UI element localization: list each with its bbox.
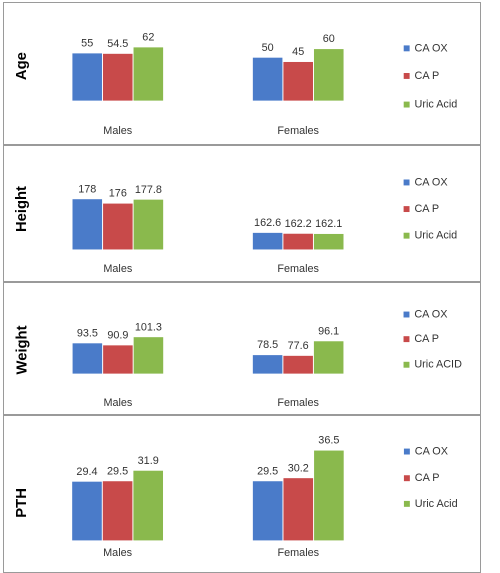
data-label-ca-ox-females: 29.5 <box>257 465 278 477</box>
data-label-uric-acid-males: 177.8 <box>135 184 162 196</box>
bar-uric-acid-males <box>133 337 164 374</box>
bar-ca-p-males <box>103 345 133 374</box>
legend-swatch-ca-ox <box>403 179 410 186</box>
data-label-ca-ox-males: 55 <box>81 37 93 49</box>
chart-svg: Age Males Females 55 50 54.5 45 62 60 CA OX CA P Ur… <box>14 31 458 137</box>
data-label-ca-p-females: 45 <box>292 46 304 58</box>
weight-chart-panel: Weight Males Females 93.5 78.5 90.9 77.6 101.3 9… <box>3 282 481 415</box>
chart-svg: Height Males Females 178 162.6 176 162.2 177.8 1… <box>14 176 457 275</box>
bar-ca-ox-males <box>72 53 102 101</box>
pth-y-label: PTH <box>14 488 30 518</box>
legend-swatch-ca-p <box>403 73 410 79</box>
bar-ca-ox-males <box>72 481 102 541</box>
legend-label-ca-ox: CA OX <box>415 42 448 54</box>
data-label-ca-p-males: 176 <box>109 188 127 200</box>
bar-ca-ox-females <box>252 481 283 541</box>
legend-swatch-ca-p <box>403 475 410 482</box>
data-label-ca-ox-females: 78.5 <box>257 339 278 351</box>
data-label-uric-acid-females: 96.1 <box>318 325 339 337</box>
category-label-males: Males <box>103 547 133 559</box>
data-label-ca-p-females: 30.2 <box>288 462 309 474</box>
legend-swatch-uric-acid <box>403 101 410 108</box>
bar-ca-ox-males <box>72 199 103 250</box>
bar-uric-acid-females <box>314 450 344 541</box>
legend-swatch-ca-ox <box>403 45 410 52</box>
legend-swatch-ca-p <box>403 206 410 213</box>
legend-swatch-ca-ox <box>403 448 410 455</box>
legend-label-uric-acid: Uric Acid <box>415 498 458 510</box>
legend-swatch-uric-acid <box>403 361 410 368</box>
bar-uric-acid-females <box>313 49 344 101</box>
legend-label-uric-acid: Uric Acid <box>414 230 457 242</box>
bar-ca-ox-females <box>252 57 283 101</box>
legend-label-ca-ox: CA OX <box>414 176 447 188</box>
weight-y-label: Weight <box>14 325 30 374</box>
legend-label-uric-acid: Uric ACID <box>414 359 462 371</box>
pth-chart-panel: PTH Males Females 29.4 29.5 29.5 30.2 31.9 36.5 C… <box>3 415 481 573</box>
data-label-ca-p-females: 162.2 <box>285 218 312 230</box>
category-label-males: Males <box>103 263 132 275</box>
category-label-females: Females <box>277 263 319 275</box>
bar-uric-acid-males <box>133 199 164 250</box>
category-label-males: Males <box>103 397 132 409</box>
data-label-uric-acid-males: 101.3 <box>135 321 162 333</box>
bar-uric-acid-males <box>133 470 164 541</box>
bar-ca-p-males <box>102 53 133 101</box>
bar-uric-acid-females <box>313 233 344 250</box>
bar-ca-p-females <box>283 478 314 541</box>
bar-ca-p-females <box>283 233 313 250</box>
category-label-females: Females <box>277 547 319 559</box>
legend-label-ca-ox: CA OX <box>415 446 449 458</box>
data-label-ca-p-males: 90.9 <box>107 329 128 341</box>
data-label-ca-ox-males: 93.5 <box>77 327 98 339</box>
legend-swatch-ca-p <box>403 336 410 343</box>
legend-swatch-ca-ox <box>403 311 410 318</box>
category-label-females: Females <box>277 125 319 137</box>
bar-ca-ox-females <box>252 355 283 374</box>
data-label-uric-acid-females: 162.1 <box>315 218 342 230</box>
bar-ca-p-males <box>103 203 133 250</box>
bar-ca-ox-females <box>252 232 283 250</box>
data-label-uric-acid-females: 36.5 <box>318 435 339 447</box>
bar-ca-ox-males <box>72 343 103 374</box>
chart-svg: Weight Males Females 93.5 78.5 90.9 77.6 101.3 9… <box>14 308 462 409</box>
category-label-females: Females <box>277 397 319 409</box>
data-label-uric-acid-females: 60 <box>323 33 335 45</box>
data-label-ca-p-males: 29.5 <box>107 465 128 477</box>
data-label-ca-ox-males: 29.4 <box>76 466 97 478</box>
bar-ca-p-females <box>283 61 313 101</box>
data-label-ca-p-females: 77.6 <box>288 340 309 352</box>
bar-ca-p-females <box>283 355 313 374</box>
age-y-label: Age <box>14 52 30 80</box>
legend-swatch-uric-acid <box>403 232 410 239</box>
legend-label-uric-acid: Uric Acid <box>415 99 458 111</box>
data-label-uric-acid-males: 62 <box>142 31 154 43</box>
age-chart-panel: Age Males Females 55 50 54.5 45 62 60 CA OX CA P Ur… <box>3 2 481 145</box>
legend-swatch-uric-acid <box>403 500 410 507</box>
legend-label-ca-p: CA P <box>414 203 439 215</box>
legend-label-ca-p: CA P <box>414 333 439 345</box>
data-label-ca-ox-males: 178 <box>78 183 96 195</box>
bar-uric-acid-males <box>133 47 164 101</box>
height-y-label: Height <box>14 186 30 232</box>
bar-uric-acid-females <box>313 341 344 374</box>
legend-label-ca-ox: CA OX <box>414 308 447 320</box>
legend-label-ca-p: CA P <box>415 70 440 82</box>
category-label-males: Males <box>103 125 132 137</box>
chart-svg: PTH Males Females 29.4 29.5 29.5 30.2 31.9 36.5 C… <box>14 435 458 560</box>
data-label-ca-ox-females: 50 <box>262 42 274 54</box>
bar-ca-p-males <box>102 481 133 541</box>
data-label-uric-acid-males: 31.9 <box>138 455 159 467</box>
legend-label-ca-p: CA P <box>415 472 440 484</box>
data-label-ca-p-males: 54.5 <box>107 38 128 50</box>
height-chart-panel: Height Males Females 178 162.6 176 162.2 177.8 1… <box>3 145 481 282</box>
data-label-ca-ox-females: 162.6 <box>254 217 281 229</box>
